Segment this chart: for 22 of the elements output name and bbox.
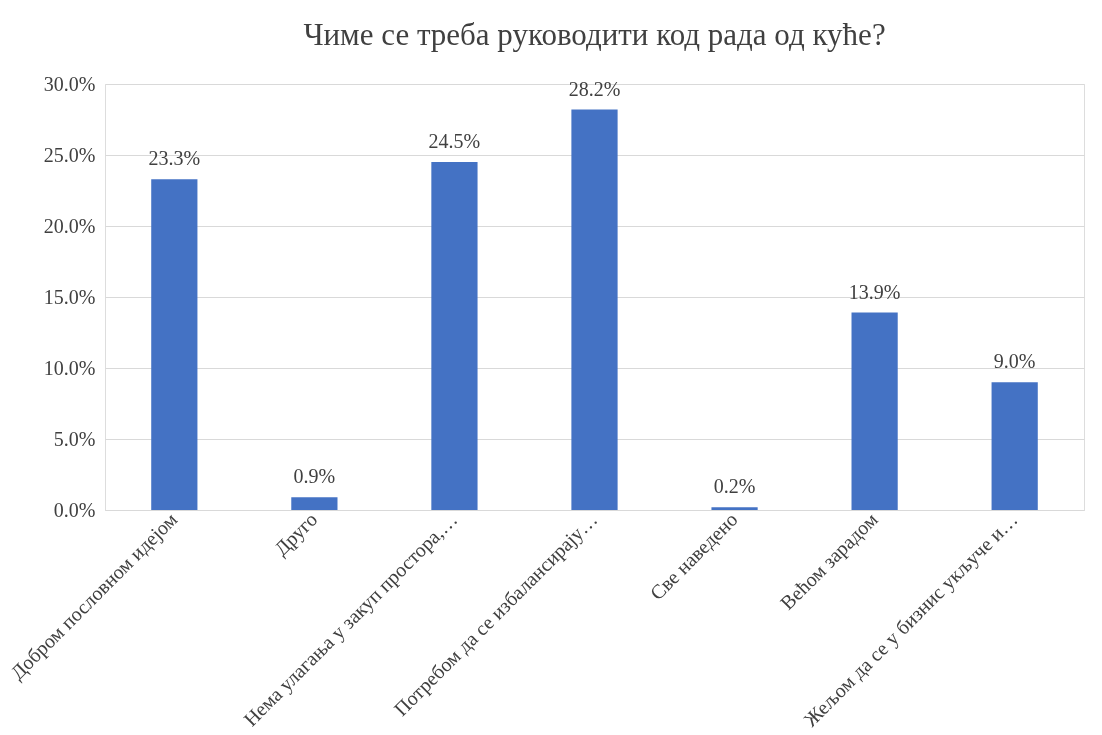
- y-tick-label: 5.0%: [53, 427, 96, 450]
- bar: [711, 507, 758, 510]
- bar: [431, 162, 478, 510]
- chart-title: Чиме се треба руководити код рада од куће?: [303, 17, 886, 52]
- y-tick-label: 10.0%: [43, 356, 96, 379]
- bar: [291, 497, 338, 510]
- y-tick-label: 0.0%: [53, 498, 96, 521]
- y-tick-label: 25.0%: [43, 143, 96, 166]
- data-label: 24.5%: [428, 130, 481, 153]
- data-label: 23.3%: [148, 147, 201, 170]
- bar: [571, 109, 618, 510]
- data-label: 0.9%: [293, 465, 336, 488]
- y-tick-label: 20.0%: [43, 214, 96, 237]
- bar: [851, 312, 898, 510]
- data-label: 0.2%: [713, 475, 756, 498]
- bar: [151, 179, 198, 510]
- y-tick-label: 15.0%: [43, 285, 96, 308]
- y-tick-label: 30.0%: [43, 72, 96, 95]
- data-label: 13.9%: [848, 280, 901, 303]
- bar: [991, 382, 1038, 510]
- data-label: 28.2%: [568, 77, 621, 100]
- data-label: 9.0%: [993, 350, 1036, 373]
